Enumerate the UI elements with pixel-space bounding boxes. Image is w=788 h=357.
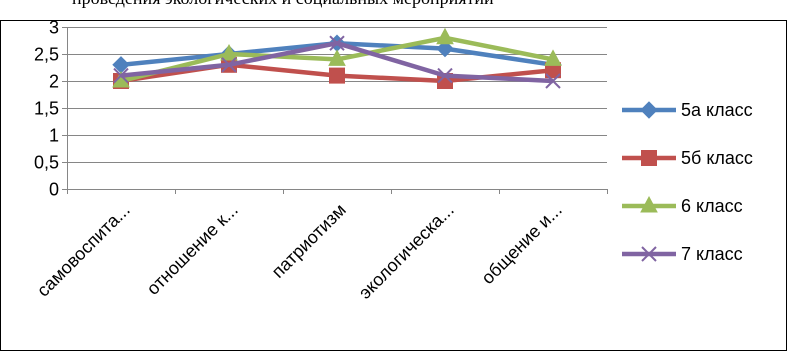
y-tick-label: 2	[49, 72, 59, 92]
x-tick-label: самовоспита...	[33, 200, 134, 301]
legend-entry: 6 класс	[622, 196, 743, 216]
legend-entry: 5б класс	[622, 148, 753, 168]
cut-off-text: проведения экологических и социальных ме…	[72, 0, 494, 9]
y-tick-label: 2,5	[34, 45, 59, 65]
y-tick-label: 0,5	[34, 153, 59, 173]
y-tick-label: 0	[49, 180, 59, 200]
legend-label: 5б класс	[681, 148, 753, 168]
x-tick-label: общение и...	[477, 200, 565, 288]
legend-label: 6 класс	[681, 196, 743, 216]
x-tick-label: патриотизм	[268, 200, 350, 282]
series-lines	[113, 29, 561, 89]
legend-entry: 5а класс	[622, 100, 753, 120]
legend: 5а класс 5б класс 6 класс 7 класс	[622, 100, 753, 264]
legend-entry: 7 класс	[622, 244, 743, 264]
y-tick-label: 1,5	[34, 99, 59, 119]
data-point	[330, 68, 345, 83]
x-tick-label: отношение к...	[143, 200, 242, 299]
y-tick-label: 1	[49, 126, 59, 146]
legend-label: 5а класс	[681, 100, 753, 120]
legend-marker	[642, 151, 657, 166]
x-tick-label: экологическа...	[355, 200, 458, 303]
legend-label: 7 класс	[681, 244, 743, 264]
legend-marker	[641, 102, 657, 118]
y-tick-label: 3	[49, 18, 59, 38]
data-point	[437, 29, 453, 44]
